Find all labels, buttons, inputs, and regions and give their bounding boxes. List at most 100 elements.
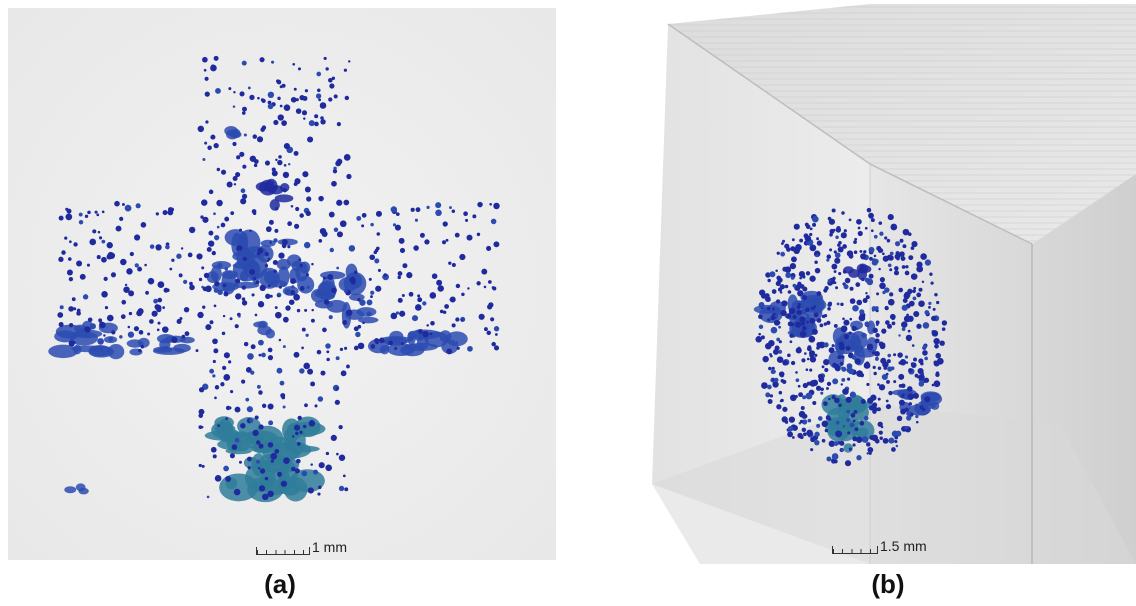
pore-dot bbox=[213, 348, 219, 354]
pore-dot bbox=[157, 321, 161, 325]
pore-dot bbox=[232, 141, 237, 147]
pore-dot bbox=[449, 206, 452, 209]
pore-dot bbox=[833, 270, 837, 274]
pore-dot bbox=[793, 428, 797, 431]
pore-dot bbox=[880, 425, 884, 429]
pore-dot bbox=[343, 199, 350, 206]
pore-dot bbox=[490, 317, 495, 322]
pore-cluster bbox=[137, 337, 150, 348]
pore-dot bbox=[831, 395, 836, 400]
pore-dot bbox=[288, 299, 295, 305]
pore-dot bbox=[782, 239, 786, 243]
pore-dot bbox=[318, 238, 323, 243]
pore-dot bbox=[334, 399, 340, 405]
pore-dot bbox=[397, 271, 403, 276]
pore-dot bbox=[777, 277, 783, 283]
pore-dot bbox=[343, 154, 351, 161]
pore-dot bbox=[246, 456, 252, 462]
pore-dot bbox=[776, 320, 781, 325]
pore-dot bbox=[781, 300, 788, 307]
pore-dot bbox=[816, 240, 823, 246]
pore-dot bbox=[878, 267, 881, 271]
pore-dot bbox=[200, 215, 204, 219]
pore-dot bbox=[291, 435, 295, 438]
pore-dot bbox=[151, 310, 158, 317]
pore-dot bbox=[224, 216, 230, 222]
pore-dot bbox=[893, 380, 897, 384]
pore-dot bbox=[417, 297, 423, 303]
pore-dot bbox=[181, 334, 186, 339]
pore-dot bbox=[810, 448, 814, 452]
pore-dot bbox=[137, 308, 144, 315]
pore-dot bbox=[429, 292, 437, 299]
pore-dot bbox=[206, 495, 210, 499]
pore-cluster bbox=[321, 275, 335, 292]
pore-dot bbox=[301, 346, 304, 350]
pore-dot bbox=[820, 391, 824, 395]
pore-dot bbox=[277, 96, 281, 101]
pore-dot bbox=[838, 272, 842, 276]
pore-dot bbox=[805, 271, 811, 276]
pore-dot bbox=[238, 315, 241, 318]
pore-dot bbox=[885, 399, 889, 403]
pore-dot bbox=[240, 188, 246, 194]
pore-dot bbox=[842, 269, 847, 274]
pore-dot bbox=[278, 155, 282, 159]
pore-dot bbox=[399, 247, 406, 254]
pore-dot bbox=[120, 314, 126, 320]
pore-dot bbox=[220, 169, 227, 175]
pore-dot bbox=[203, 272, 210, 279]
pore-dot bbox=[809, 353, 815, 358]
pore-dot bbox=[375, 338, 379, 341]
pore-dot bbox=[445, 238, 449, 242]
pore-dot bbox=[857, 226, 861, 230]
pore-cluster bbox=[759, 306, 783, 324]
pore-dot bbox=[202, 157, 206, 161]
pore-dot bbox=[222, 283, 227, 288]
pore-dot bbox=[913, 357, 918, 362]
pore-dot bbox=[790, 275, 795, 280]
pore-dot bbox=[94, 210, 98, 214]
pore-dot bbox=[222, 365, 227, 370]
pore-dot bbox=[811, 215, 819, 223]
pore-dot bbox=[870, 229, 874, 233]
pore-dot bbox=[243, 133, 247, 137]
pore-dot bbox=[922, 344, 927, 349]
pore-dot bbox=[904, 270, 910, 276]
pore-dot bbox=[765, 272, 771, 278]
pore-dot bbox=[782, 360, 788, 366]
pore-dot bbox=[198, 408, 205, 415]
pore-dot bbox=[293, 293, 300, 301]
pore-dot bbox=[772, 349, 779, 355]
pore-dot bbox=[792, 424, 798, 431]
pore-dot bbox=[304, 89, 309, 93]
pore-dot bbox=[110, 272, 117, 278]
pore-dot bbox=[806, 346, 812, 352]
pore-dot bbox=[231, 444, 238, 450]
pore-dot bbox=[861, 436, 869, 443]
pore-dot bbox=[76, 260, 83, 267]
pore-dot bbox=[256, 440, 261, 445]
pore-dot bbox=[451, 262, 456, 267]
pore-dot bbox=[252, 429, 259, 437]
pore-dot bbox=[267, 355, 274, 361]
pore-dot bbox=[826, 258, 830, 262]
pore-dot bbox=[249, 268, 256, 275]
pore-cluster bbox=[107, 343, 125, 360]
pore-dot bbox=[103, 334, 106, 337]
pore-dot bbox=[764, 293, 770, 299]
pore-dot bbox=[295, 108, 302, 114]
pore-dot bbox=[317, 492, 321, 496]
pore-dot bbox=[361, 224, 365, 228]
pore-dot bbox=[349, 278, 353, 282]
pore-dot bbox=[357, 298, 361, 302]
pore-dot bbox=[886, 359, 891, 364]
pore-dot bbox=[824, 428, 829, 433]
pore-dot bbox=[147, 332, 151, 336]
pore-dot bbox=[813, 305, 816, 308]
pore-dot bbox=[229, 453, 235, 459]
pore-dot bbox=[68, 276, 74, 282]
pore-dot bbox=[918, 287, 923, 292]
pore-dot bbox=[758, 324, 764, 330]
pore-dot bbox=[126, 268, 133, 275]
